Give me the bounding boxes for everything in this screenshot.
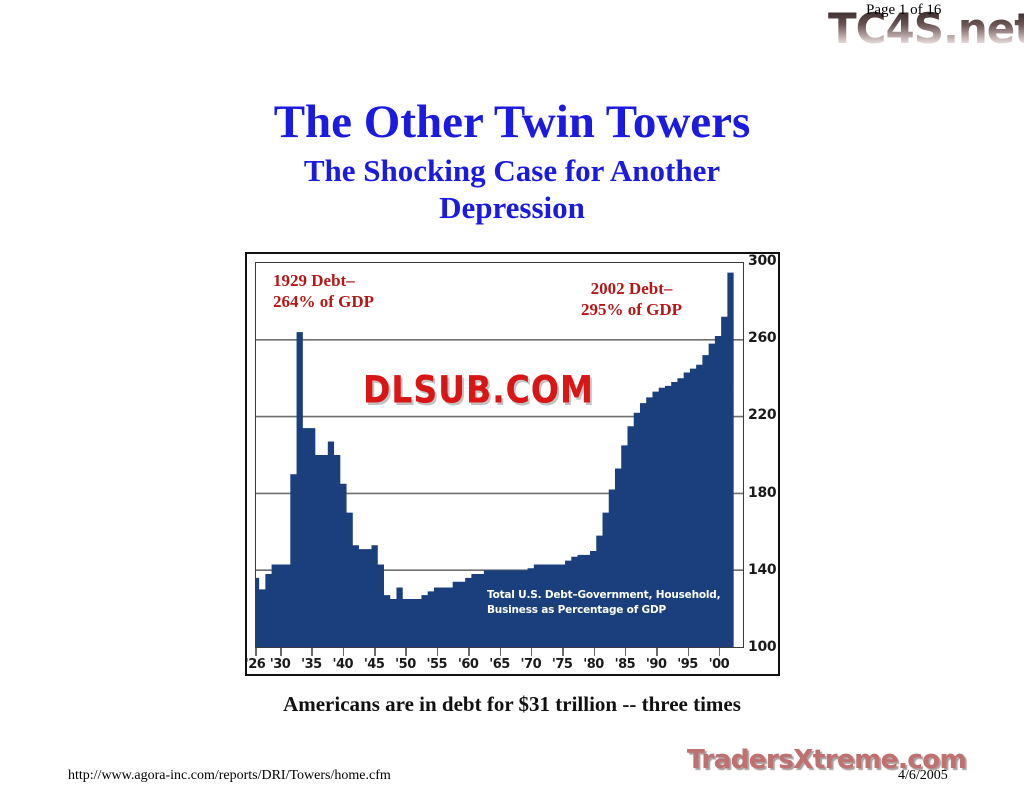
y-tick-label: 100 bbox=[748, 639, 777, 655]
chart-x-axis: '26'30 '35 '40 '45 '50 '55 '60 '65 '70 '75 '80 '85 '… bbox=[245, 648, 744, 674]
chart-y-axis: 300 260 220 180 140 100 bbox=[748, 253, 792, 655]
y-tick-label: 140 bbox=[748, 561, 777, 578]
annotation-2002: 2002 Debt– 295% of GDP bbox=[581, 279, 683, 320]
x-tick bbox=[468, 648, 470, 656]
x-tick bbox=[342, 648, 345, 656]
page-subtitle: The Shocking Case for Another Depression bbox=[303, 153, 721, 225]
x-tick bbox=[255, 648, 257, 656]
title-block: The Other Twin Towers The Shocking Case … bbox=[0, 96, 1024, 227]
chart-area-series bbox=[256, 272, 743, 647]
chart-caption: Total U.S. Debt–Government, Household, B… bbox=[487, 589, 721, 617]
x-tick-label: '55 bbox=[426, 657, 448, 672]
x-tick-label: '80 bbox=[583, 657, 604, 672]
x-tick bbox=[374, 648, 376, 656]
x-tick-label: '45 bbox=[363, 657, 385, 672]
y-tick-label: 180 bbox=[748, 484, 777, 501]
x-tick bbox=[718, 648, 721, 656]
x-tick-label: '30 bbox=[269, 657, 291, 672]
x-tick-label: '85 bbox=[614, 657, 636, 672]
x-tick-label: '35 bbox=[301, 657, 322, 672]
x-tick-label: '70 bbox=[520, 657, 542, 672]
x-tick bbox=[499, 648, 501, 656]
x-tick bbox=[280, 648, 282, 656]
x-tick bbox=[311, 648, 313, 656]
debt-chart-figure: 1929 Debt– 264% of GDP 2002 Debt– 295% o… bbox=[245, 252, 780, 676]
x-tick bbox=[436, 648, 439, 656]
x-tick-label: '40 bbox=[332, 657, 354, 672]
x-tick-label: '90 bbox=[645, 657, 667, 672]
chart-inner: 1929 Debt– 264% of GDP 2002 Debt– 295% o… bbox=[245, 253, 777, 672]
dlsub-watermark: DLSUB.COM bbox=[362, 366, 595, 413]
tc4s-logo: TC4S.net bbox=[828, 8, 1024, 50]
annotation-1929: 1929 Debt– 264% of GDP bbox=[273, 271, 375, 312]
x-tick bbox=[530, 648, 533, 656]
bottom-caption: Americans are in debt for $31 trillion -… bbox=[283, 692, 741, 716]
x-tick bbox=[593, 648, 596, 656]
x-tick-label: '50 bbox=[395, 657, 416, 672]
x-tick-label: '26 bbox=[244, 657, 266, 672]
x-tick bbox=[624, 648, 627, 656]
x-tick bbox=[687, 648, 690, 656]
footer-date: 4/6/2005 bbox=[898, 768, 948, 783]
chart-plot-area bbox=[255, 262, 744, 648]
x-tick bbox=[405, 648, 407, 656]
page-number: Page 1 of 16 bbox=[866, 2, 942, 18]
x-tick-label: '65 bbox=[489, 657, 510, 672]
chart-area-path bbox=[256, 272, 743, 647]
y-tick-label: 220 bbox=[748, 407, 777, 424]
x-tick bbox=[656, 648, 658, 656]
page-title: The Other Twin Towers bbox=[273, 96, 751, 148]
footer-url[interactable]: http://www.agora-inc.com/reports/DRI/Tow… bbox=[68, 768, 391, 783]
x-tick bbox=[562, 648, 564, 656]
x-tick-label: '75 bbox=[551, 657, 573, 672]
x-tick-label: '00 bbox=[708, 657, 730, 672]
tradersxtreme-logo: TradersXtreme.com bbox=[686, 744, 968, 776]
x-tick-label: '95 bbox=[677, 657, 698, 672]
x-tick-label: '60 bbox=[457, 657, 479, 672]
y-tick-label: 260 bbox=[748, 330, 777, 347]
y-tick-label: 300 bbox=[748, 253, 777, 269]
